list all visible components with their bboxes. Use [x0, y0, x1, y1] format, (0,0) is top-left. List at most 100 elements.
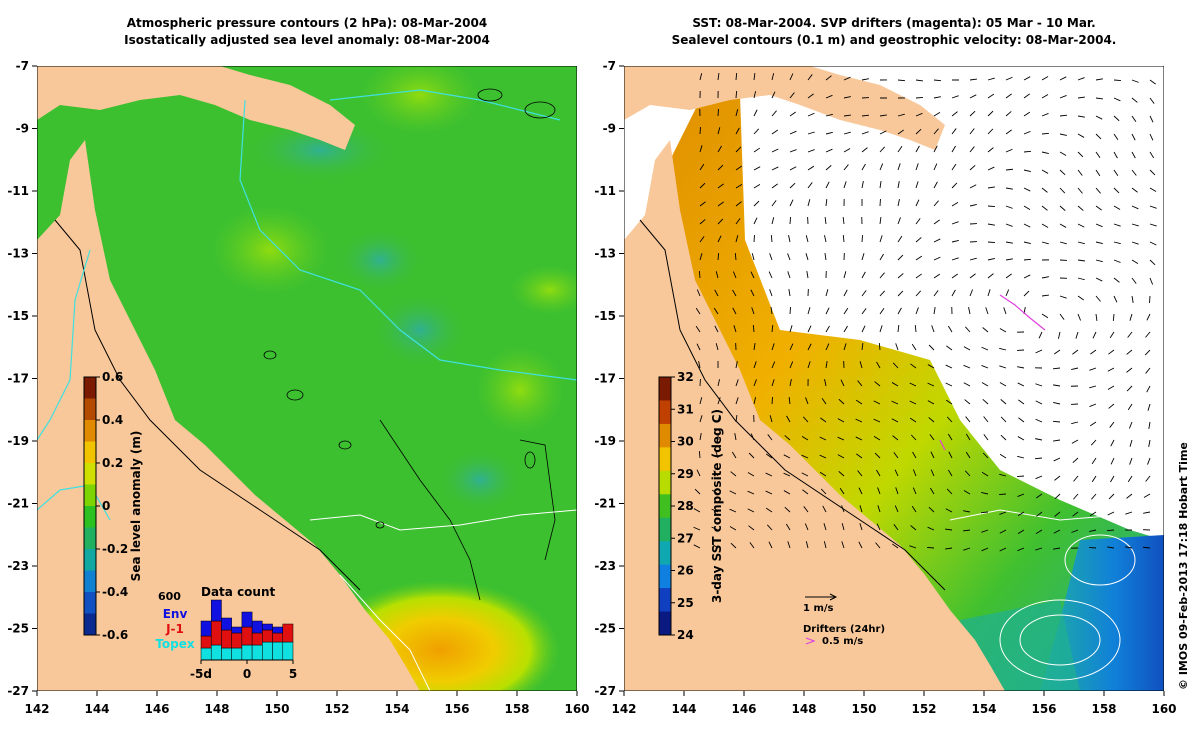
right-lon-tick: 142 — [611, 702, 636, 716]
right-title-line2: Sealevel contours (0.1 m) and geostrophi… — [672, 33, 1117, 47]
velocity-arrow — [1077, 241, 1085, 245]
right-lat-tick: -23 — [594, 559, 616, 573]
velocity-arrow — [999, 473, 1007, 477]
velocity-arrow — [1091, 457, 1097, 465]
velocity-arrow — [802, 416, 809, 423]
data-count-bar-env — [251, 620, 263, 634]
velocity-arrow — [823, 541, 827, 549]
velocity-arrow — [803, 506, 809, 513]
velocity-arrow — [842, 234, 845, 243]
velocity-arrow — [771, 73, 775, 81]
velocity-arrow — [951, 145, 956, 153]
velocity-arrow — [951, 128, 957, 135]
velocity-arrow — [1035, 547, 1043, 551]
sst-colorbar-segment — [659, 494, 671, 519]
velocity-arrow — [753, 361, 757, 369]
velocity-arrow — [915, 128, 922, 135]
velocity-arrow — [911, 343, 917, 351]
data-count-bar-topex — [200, 647, 212, 661]
velocity-arrow — [915, 181, 919, 189]
velocity-arrow — [909, 417, 917, 423]
velocity-arrow — [753, 397, 757, 405]
sla-colorbar-segment — [84, 549, 96, 571]
velocity-arrow — [1034, 457, 1043, 460]
velocity-arrow — [897, 181, 900, 189]
velocity-arrow — [825, 165, 832, 171]
left-lon-tick: 158 — [504, 702, 529, 716]
velocity-arrow — [1147, 403, 1151, 411]
velocity-arrow — [876, 469, 881, 477]
velocity-arrow — [753, 343, 756, 351]
velocity-arrow — [982, 398, 989, 405]
velocity-arrow — [820, 488, 827, 495]
velocity-arrow — [806, 271, 809, 279]
sla-colorbar-segment — [84, 527, 96, 550]
velocity-arrow — [933, 163, 938, 171]
velocity-arrow — [805, 235, 809, 243]
velocity-arrow — [1126, 385, 1133, 392]
velocity-arrow — [910, 363, 917, 369]
velocity-arrow — [1018, 399, 1025, 405]
velocity-arrow — [981, 382, 989, 387]
velocity-arrow — [1109, 421, 1115, 428]
velocity-arrow — [874, 381, 881, 387]
sst-colorbar-tick: 30 — [677, 435, 694, 449]
velocity-arrow — [946, 345, 953, 351]
velocity-arrow — [1113, 151, 1118, 159]
velocity-arrow — [1145, 331, 1151, 338]
velocity-arrow — [1107, 511, 1115, 516]
velocity-arrow — [1005, 129, 1012, 135]
velocity-arrow — [771, 343, 775, 351]
velocity-arrow — [1016, 475, 1025, 478]
velocity-arrow — [928, 344, 935, 351]
velocity-arrow — [789, 130, 797, 135]
velocity-arrow — [1023, 169, 1031, 172]
data-count-bar-topex — [231, 647, 243, 661]
velocity-arrow — [711, 508, 719, 513]
velocity-arrow — [807, 325, 812, 333]
velocity-arrow — [909, 545, 917, 549]
velocity-arrow — [1023, 258, 1032, 261]
velocity-arrow — [1131, 295, 1134, 303]
velocity-arrow — [930, 469, 935, 477]
velocity-arrow — [825, 94, 833, 99]
velocity-arrow — [748, 525, 755, 531]
velocity-arrow — [951, 289, 956, 297]
velocity-arrow — [770, 234, 773, 243]
velocity-arrow — [1059, 114, 1068, 117]
velocity-arrow — [839, 487, 845, 495]
data-count-bar-topex — [210, 644, 222, 661]
velocity-arrow — [765, 453, 773, 459]
velocity-arrow — [879, 235, 883, 243]
velocity-arrow — [1149, 133, 1154, 141]
velocity-arrow — [789, 92, 795, 99]
velocity-arrow — [1017, 366, 1025, 369]
velocity-arrow — [699, 182, 706, 189]
velocity-arrow — [1023, 76, 1031, 81]
velocity-arrow — [735, 415, 738, 423]
velocity-arrow — [770, 307, 773, 315]
velocity-arrow — [843, 307, 849, 315]
velocity-arrow — [951, 239, 959, 243]
velocity-arrow — [699, 73, 703, 81]
velocity-arrow — [987, 128, 994, 135]
sst-colorbar-segment — [659, 423, 671, 448]
left-lon-tick: 160 — [564, 702, 589, 716]
velocity-arrow — [861, 253, 865, 261]
velocity-arrow — [753, 183, 761, 189]
velocity-arrow — [693, 508, 701, 513]
velocity-arrow — [969, 164, 976, 171]
velocity-arrow — [734, 252, 737, 261]
velocity-arrow — [1035, 493, 1043, 499]
velocity-arrow — [735, 72, 738, 81]
velocity-arrow — [969, 78, 977, 81]
velocity-arrow — [771, 91, 776, 99]
data-count-bar-env — [272, 626, 284, 634]
velocity-arrow — [1108, 403, 1115, 409]
velocity-arrow — [1126, 349, 1133, 355]
velocity-arrow — [1131, 115, 1137, 123]
velocity-arrow — [1059, 295, 1067, 299]
velocity-arrow — [1023, 205, 1031, 211]
velocity-arrow — [915, 79, 923, 82]
data-count-bar-topex — [251, 644, 263, 661]
